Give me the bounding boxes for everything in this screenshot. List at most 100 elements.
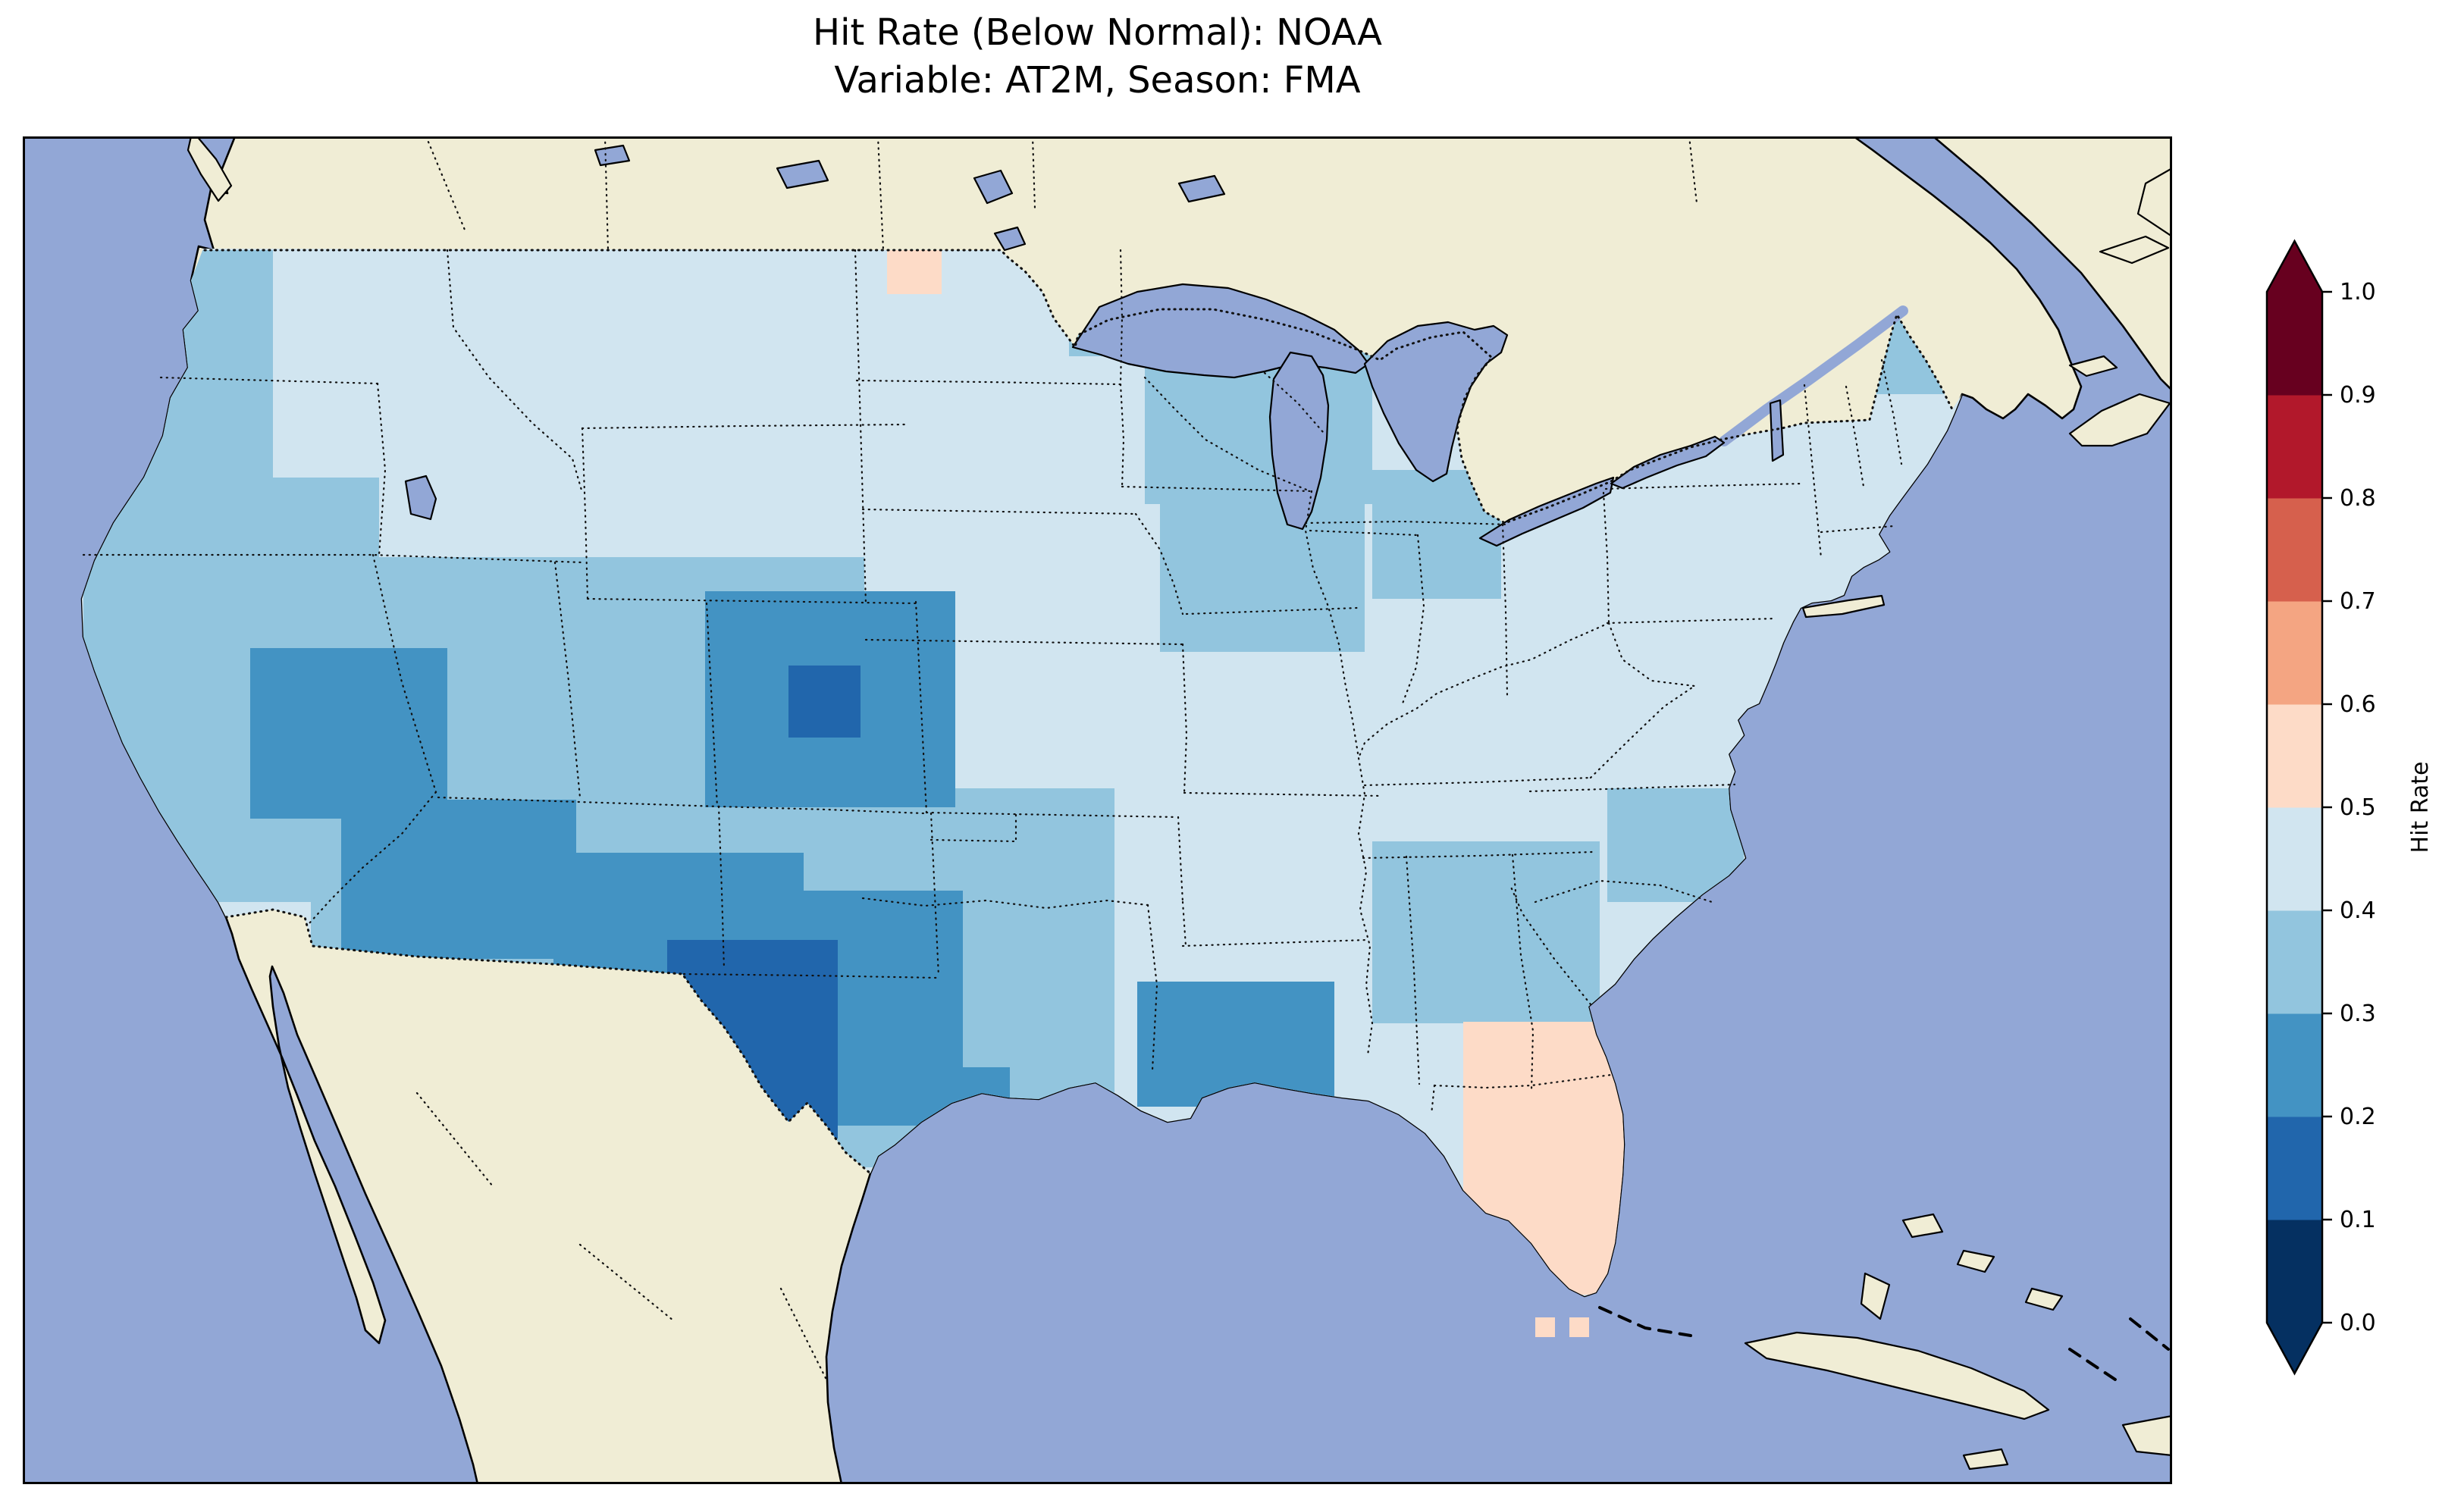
colorbar-tick-label: 0.5 <box>2340 794 2376 821</box>
state-border <box>581 423 908 430</box>
state-border <box>1263 371 1324 434</box>
island <box>2121 1414 2172 1457</box>
colorbar-tick-label: 0.8 <box>2340 485 2376 512</box>
state-border <box>1357 622 1610 760</box>
state-border <box>1309 529 1419 537</box>
island <box>1962 1448 2009 1471</box>
lake <box>1610 435 1726 490</box>
heatmap-patch <box>1137 982 1334 1107</box>
us-map-heatmap <box>23 136 2172 1484</box>
canada-province-border <box>1688 136 1698 205</box>
heatmap-patch <box>1372 841 1600 1023</box>
heatmap-patch <box>1160 478 1365 652</box>
island <box>2024 1287 2064 1311</box>
heatmap-patch <box>887 250 942 294</box>
colorbar-tick-label: 0.1 <box>2340 1207 2376 1233</box>
state-border <box>1177 816 1184 904</box>
state-border <box>1501 523 1509 697</box>
state-border <box>586 597 920 605</box>
state-border <box>446 249 584 494</box>
canada-province-border <box>603 136 610 252</box>
lake <box>1769 399 1785 462</box>
island-chain-coastline <box>2068 1348 2117 1381</box>
colorbar-segment <box>2267 1013 2322 1117</box>
lake <box>404 475 437 521</box>
state-border <box>1880 359 1903 465</box>
state-border <box>1602 491 1610 625</box>
mexico-state-border <box>415 1092 494 1188</box>
mexico-state-border <box>779 1287 828 1381</box>
state-border <box>682 973 939 979</box>
state-border <box>929 812 940 978</box>
state-border <box>1433 1073 1613 1089</box>
colorbar-segment <box>2267 601 2322 705</box>
colorbar-segment <box>2267 910 2322 1014</box>
state-border <box>1528 783 1736 793</box>
us-mexico-border <box>224 908 872 1175</box>
chart-title: Hit Rate (Below Normal): NOAA Variable: … <box>23 9 2172 105</box>
colorbar-segment <box>2267 704 2322 808</box>
state-border <box>925 811 1178 819</box>
colorbar-tick-label: 0.6 <box>2340 691 2376 718</box>
island <box>2099 235 2170 265</box>
state-border <box>1181 900 1187 947</box>
island <box>1744 1331 2050 1420</box>
canada-province-border <box>1031 136 1036 210</box>
state-border <box>1183 791 1383 797</box>
state-border <box>1509 884 1592 1006</box>
state-border <box>376 382 387 556</box>
island <box>1860 1272 1891 1320</box>
island <box>1901 1213 1944 1239</box>
island <box>2068 393 2171 447</box>
state-border <box>929 838 1017 843</box>
heatmap-cell-keys <box>1569 1317 1589 1337</box>
colorbar-tick-label: 0.0 <box>2340 1310 2376 1336</box>
island <box>1956 1249 1995 1273</box>
colorbar-segment <box>2267 807 2322 911</box>
state-border <box>861 897 1149 910</box>
st-lawrence-north-shore-land <box>1932 136 2172 392</box>
colorbar-segment <box>2267 498 2322 602</box>
state-border <box>1181 938 1369 947</box>
st-lawrence-river <box>1719 305 1908 446</box>
colorbar-tick-label: 0.4 <box>2340 897 2376 924</box>
state-border <box>159 376 379 385</box>
state-border <box>854 249 867 605</box>
chart-title-line2: Variable: AT2M, Season: FMA <box>834 59 1361 102</box>
island <box>1801 594 1886 619</box>
state-border <box>864 638 1184 646</box>
lake <box>973 169 1014 205</box>
island <box>2068 355 2118 377</box>
state-border <box>1401 534 1425 705</box>
canada-province-border <box>876 136 885 252</box>
heatmap-patch <box>250 648 447 819</box>
lake <box>594 144 631 167</box>
colorbar-tick-label: 1.0 <box>2340 279 2376 305</box>
lake <box>1363 321 1509 483</box>
state-border <box>1845 385 1865 488</box>
canada-province-border <box>425 136 468 235</box>
state-border <box>1803 384 1823 559</box>
island-chain-coastline <box>2129 1317 2170 1351</box>
us-canada-border <box>203 249 1954 525</box>
colorbar: Hit Rate 1.0 0.9 0.8 0.7 0.6 0.5 0.4 0.3 0.2 0.1 0… <box>2265 239 2434 1376</box>
state-border <box>1143 376 1312 493</box>
state-border <box>914 600 928 814</box>
state-border <box>861 508 1137 515</box>
colorbar-tick-label: 0.2 <box>2340 1104 2376 1130</box>
state-border <box>1304 490 1374 1057</box>
colorbar-segment <box>2267 1220 2322 1323</box>
colorbar-extend-min <box>2267 1323 2322 1373</box>
state-border <box>1181 643 1188 794</box>
state-border <box>1185 606 1359 615</box>
lake <box>993 226 1027 252</box>
state-border <box>1604 482 1804 490</box>
state-border <box>1119 249 1125 488</box>
heatmap-patch <box>341 800 576 959</box>
colorbar-segment <box>2267 292 2322 396</box>
state-border <box>1430 1084 1436 1116</box>
island-chain-coastline <box>1598 1306 1692 1337</box>
lake <box>1177 174 1226 203</box>
heatmap-patch <box>788 666 861 738</box>
